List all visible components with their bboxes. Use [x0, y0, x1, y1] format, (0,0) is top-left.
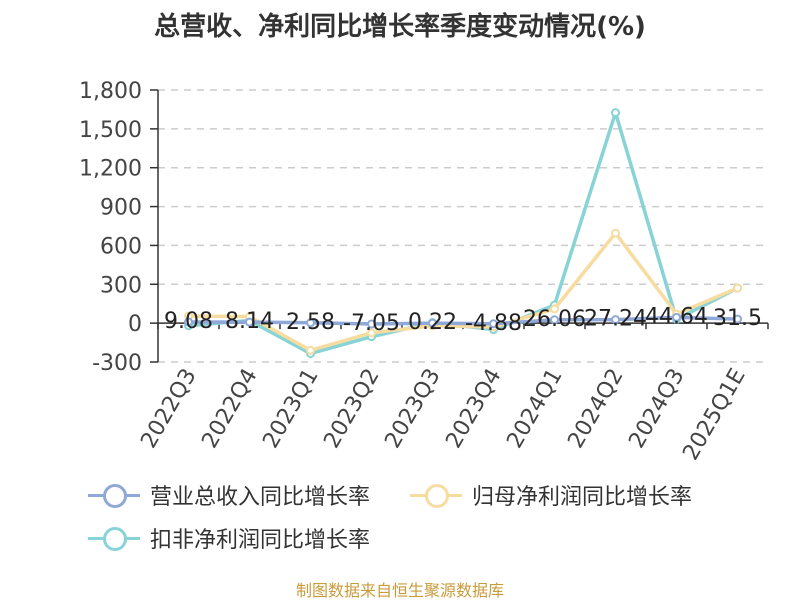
legend-item-revenue[interactable]: 营业总收入同比增长率 — [88, 479, 370, 511]
data-label: 27.24 — [584, 307, 647, 332]
data-point — [184, 317, 193, 327]
legend-line-circle-icon — [88, 526, 140, 551]
data-label: 31.5 — [713, 306, 762, 331]
x-tick-label: 2024Q2 — [563, 365, 628, 453]
y-tick-label: 0 — [128, 312, 142, 337]
legend-label-net-profit: 归母净利润同比增长率 — [472, 485, 693, 510]
x-tick-label: 2023Q1 — [258, 365, 323, 453]
data-point — [611, 315, 620, 325]
data-point — [428, 318, 437, 328]
data-point — [306, 345, 315, 355]
data-point — [306, 318, 315, 328]
data-point — [733, 314, 742, 324]
y-tick-label: 1,200 — [79, 157, 142, 182]
y-tick-label: -300 — [92, 351, 142, 376]
y-tick-label: 300 — [100, 273, 142, 298]
chart-title: 总营收、净利同比增长率季度变动情况(%) — [154, 12, 646, 42]
data-label: 2.58 — [286, 310, 335, 335]
data-label: 9.08 — [164, 309, 213, 334]
y-tick-label: 1,800 — [79, 79, 142, 104]
data-point — [611, 108, 620, 118]
x-tick-label: 2025Q1E — [678, 365, 750, 465]
data-point — [672, 312, 681, 322]
series-line — [188, 315, 738, 326]
legend-label-revenue: 营业总收入同比增长率 — [150, 485, 371, 510]
y-tick-label: 900 — [100, 196, 142, 221]
data-point — [367, 319, 376, 329]
data-label: 8.14 — [225, 309, 274, 334]
data-label: -7.05 — [343, 311, 400, 336]
x-tick-label: 2024Q1 — [502, 365, 567, 453]
legend-line-circle-icon — [88, 483, 140, 508]
data-point — [550, 315, 559, 325]
y-tick-label: 600 — [100, 234, 142, 259]
data-label: 44.64 — [645, 304, 708, 329]
data-label: 26.06 — [523, 307, 586, 332]
data-point — [245, 317, 254, 327]
legend-label-deducted-profit: 扣非净利润同比增长率 — [150, 528, 371, 553]
x-tick-label: 2022Q4 — [197, 365, 262, 453]
legend-item-net-profit[interactable]: 归母净利润同比增长率 — [410, 479, 692, 511]
data-point — [367, 328, 376, 338]
source-note: 制图数据来自恒生聚源数据库 — [295, 581, 504, 600]
series-line — [188, 231, 739, 353]
data-point — [489, 319, 498, 329]
data-label: -4.88 — [465, 311, 522, 336]
data-label: 0.22 — [408, 310, 457, 335]
y-tick-label: 1,500 — [79, 118, 142, 143]
x-tick-label: 2024Q3 — [624, 365, 689, 453]
x-tick-label: 2022Q3 — [136, 365, 201, 453]
legend-item-deducted-profit[interactable]: 扣非净利润同比增长率 — [88, 522, 370, 554]
x-tick-label: 2023Q3 — [380, 365, 445, 453]
x-tick-label: 2023Q4 — [441, 365, 506, 453]
data-point — [733, 283, 742, 293]
data-point — [550, 304, 559, 314]
x-tick-label: 2023Q2 — [319, 365, 384, 453]
legend-line-circle-icon — [410, 483, 462, 508]
data-point — [611, 228, 620, 238]
